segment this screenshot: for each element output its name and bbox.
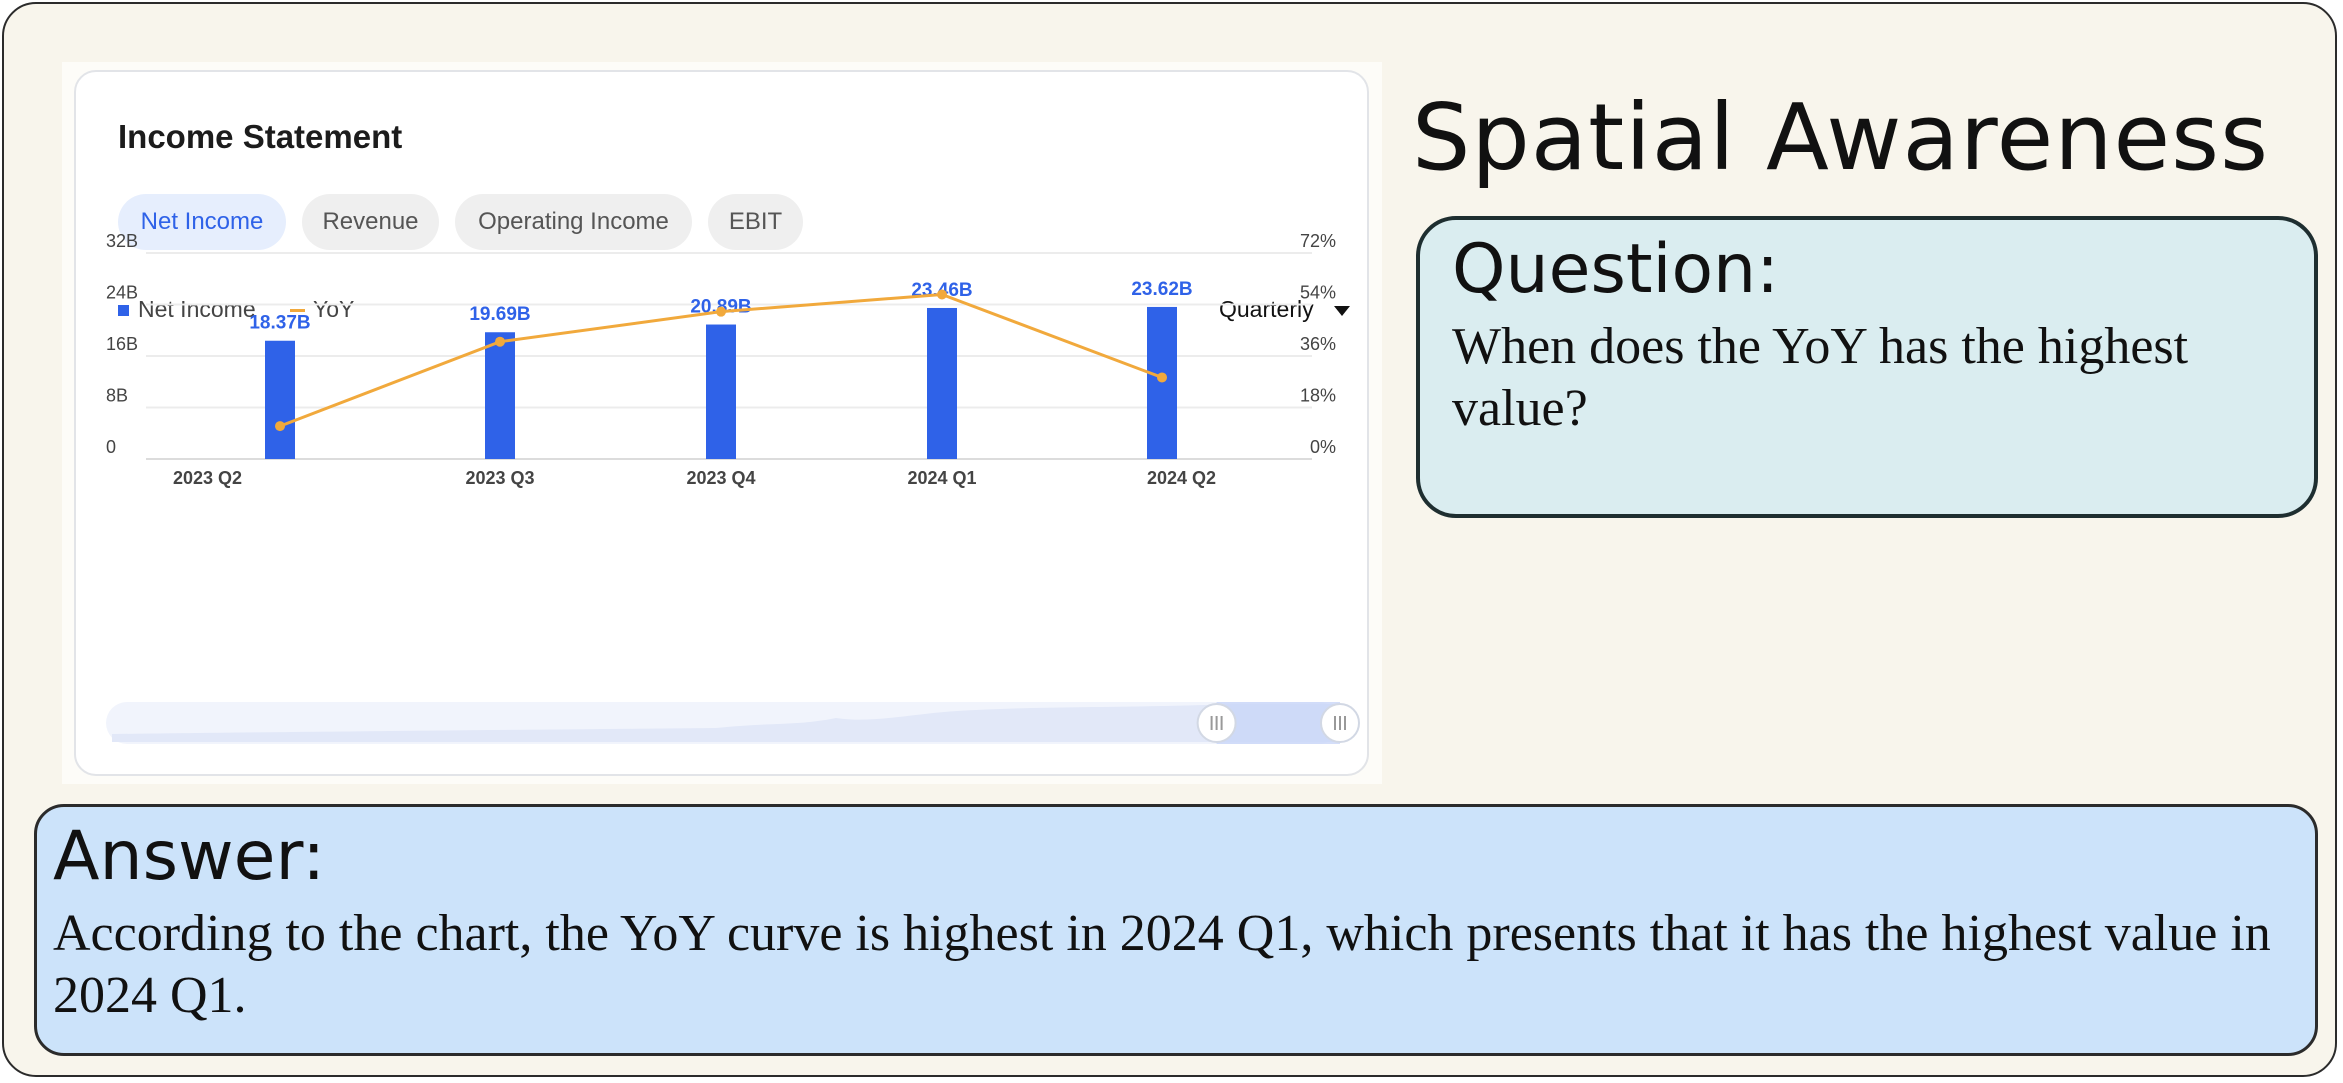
zoom-minimap-area bbox=[112, 704, 1336, 742]
question-box: Question: When does the YoY has the high… bbox=[1416, 216, 2318, 518]
card-title: Income Statement bbox=[118, 118, 403, 155]
income-chart: 0 0% 8B 18% 16B 36% 24B 54% 32B 72% 18.37B 19.69B 20… bbox=[106, 231, 1360, 744]
period-select[interactable]: Quarterly bbox=[1219, 296, 1314, 322]
category-title: Spatial Awareness bbox=[1412, 84, 2269, 191]
tab-revenue[interactable]: Revenue bbox=[302, 194, 439, 250]
bar bbox=[485, 332, 515, 459]
screenshot-panel: Income Statement Net Income Revenue Oper… bbox=[62, 62, 1382, 784]
yoy-point bbox=[937, 289, 947, 300]
legend-yoy-label[interactable]: YoY bbox=[313, 296, 355, 322]
x-tick-label: 2023 Q4 bbox=[686, 468, 755, 488]
yoy-point bbox=[1157, 372, 1167, 383]
chevron-down-icon[interactable] bbox=[1334, 306, 1350, 316]
bar-value-label: 23.62B bbox=[1131, 279, 1192, 300]
yoy-point bbox=[716, 306, 726, 317]
right-tick-label: 36% bbox=[1300, 334, 1336, 354]
bar-value-label: 18.37B bbox=[249, 313, 310, 334]
question-text: When does the YoY has the highest value? bbox=[1452, 318, 2189, 437]
legend-yoy-swatch bbox=[290, 309, 305, 312]
yoy-point bbox=[275, 421, 285, 432]
right-tick-label: 54% bbox=[1300, 283, 1336, 303]
bar bbox=[927, 307, 957, 459]
answer-text: According to the chart, the YoY curve is… bbox=[53, 905, 2271, 1024]
answer-box: Answer: According to the chart, the YoY … bbox=[34, 804, 2318, 1056]
zoom-window bbox=[1216, 702, 1340, 744]
bar bbox=[265, 340, 295, 459]
right-tick-label: 72% bbox=[1300, 231, 1336, 251]
legend-net-income-swatch bbox=[118, 305, 129, 316]
left-tick-label: 32B bbox=[106, 231, 138, 251]
legend-net-income-label[interactable]: Net Income bbox=[138, 296, 256, 322]
bar bbox=[1147, 306, 1177, 459]
right-tick-label: 18% bbox=[1300, 386, 1336, 406]
x-tick-label: 2023 Q2 bbox=[173, 468, 242, 488]
yoy-point bbox=[495, 336, 505, 347]
bar-value-label: 19.69B bbox=[469, 304, 530, 325]
left-tick-label: 0 bbox=[106, 437, 116, 457]
left-tick-label: 16B bbox=[106, 334, 138, 354]
tab-net-income[interactable]: Net Income bbox=[118, 194, 286, 250]
bar bbox=[706, 324, 736, 459]
x-tick-label: 2024 Q1 bbox=[907, 468, 976, 488]
x-tick-label: 2023 Q3 bbox=[465, 468, 534, 488]
question-heading: Question: bbox=[1452, 230, 1780, 309]
income-statement-card: Income Statement Net Income Revenue Oper… bbox=[74, 70, 1369, 776]
answer-heading: Answer: bbox=[53, 817, 326, 896]
tab-ebit[interactable]: EBIT bbox=[708, 194, 803, 250]
left-tick-label: 24B bbox=[106, 283, 138, 303]
tab-operating-income[interactable]: Operating Income bbox=[455, 194, 692, 250]
right-tick-label: 0% bbox=[1310, 437, 1336, 457]
x-tick-label: 2024 Q2 bbox=[1147, 468, 1216, 488]
left-tick-label: 8B bbox=[106, 386, 128, 406]
